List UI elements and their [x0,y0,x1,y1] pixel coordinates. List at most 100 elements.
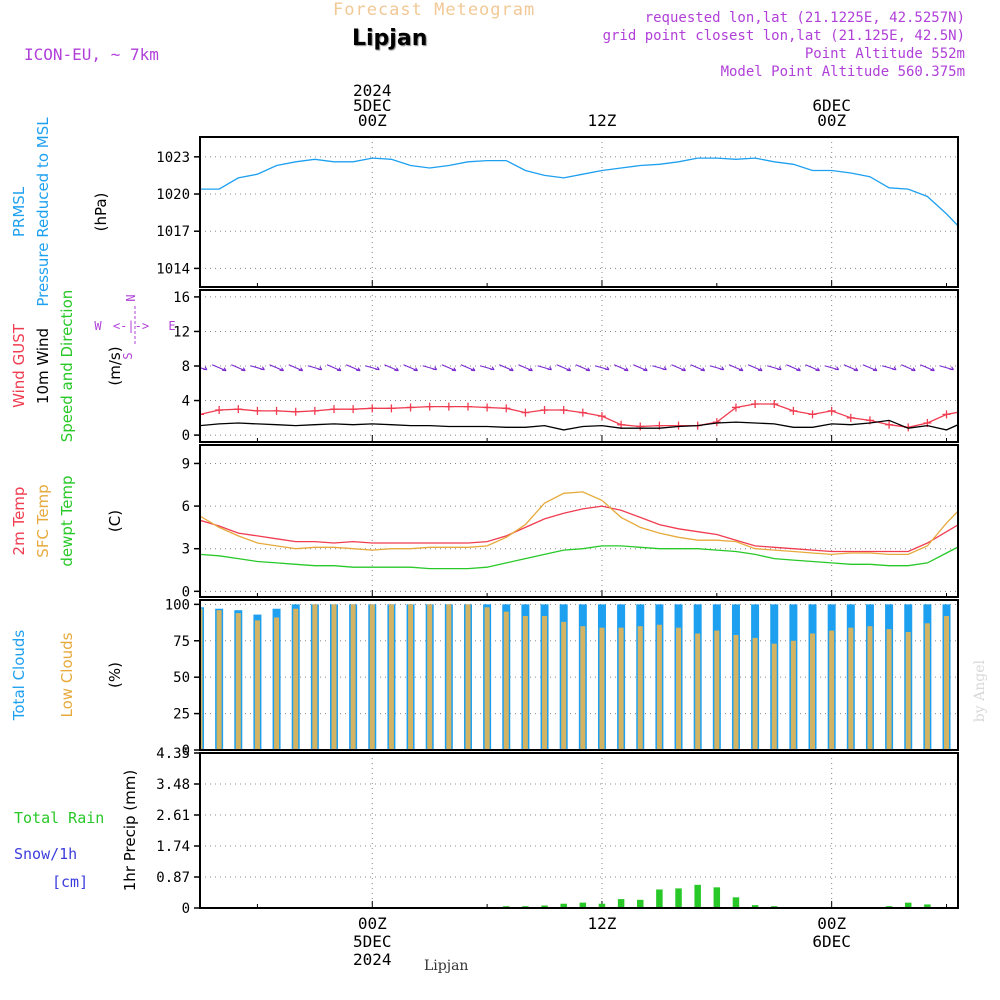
panel-label-wind-0: Wind GUST [10,323,28,408]
panel-label-pressure-1: Pressure Reduced to MSL [34,117,52,307]
gust-marker [463,402,472,411]
panel-frame [199,136,959,288]
bar-clouds-low [503,611,509,750]
bar-clouds-low [790,640,796,750]
y-tick-label: 3.48 [156,777,190,793]
bar-clouds-low [561,621,567,750]
gust-marker [981,411,989,419]
bar-clouds-low [867,626,873,750]
gust-marker [158,415,166,423]
series-group [200,157,958,227]
gust-marker [368,404,377,413]
y-tick-label: 1.74 [156,839,190,855]
series-group [200,491,958,570]
requested-coordinates: requested lon,lat (21.1225E, 42.5257N) [644,10,965,26]
wind-direction-arrow [633,364,648,372]
wind-direction-arrow [537,365,553,371]
model-name: ICON-EU, ~ 7km [24,45,159,64]
wind-direction-arrow [403,364,419,372]
model-point-altitude: Model Point Altitude 560.375m [720,64,965,80]
top-time-axis: 20245DEC00Z12Z6DEC00Z12Z7DEC00Z12Z [353,81,851,130]
bar-clouds-low [886,629,892,750]
gust-marker [291,407,300,416]
gust-marker [597,412,606,421]
compass-e: E [168,319,175,333]
bar-clouds-low [254,620,260,750]
compass-n: N [124,294,138,301]
panel-frame [199,289,959,443]
gust-marker [712,418,721,427]
wind-direction-arrow [518,364,533,372]
y-tick-label: 4 [182,394,190,410]
wind-direction-arrow [499,364,514,372]
bottom-tick-label: 2024 [353,950,392,969]
gust-marker [329,405,338,414]
bar-precip-total [541,905,548,908]
y-tick-label: 0 [182,584,190,600]
bottom-tick-label: 6DEC [812,932,851,951]
gust-marker [272,406,281,415]
bar-precip-total [675,888,682,908]
bar-clouds-low [542,616,548,750]
y-tick-label: 9 [182,456,190,472]
gust-marker [502,404,511,413]
gust-marker [387,404,396,413]
bar-clouds-low [216,610,222,750]
panel-pressure: 1014 1017 1020 1023 PRMSL Pressure Reduced to… [10,117,959,307]
top-tick-label: 5DEC [353,96,392,115]
wind-direction-arrow [594,365,610,371]
gust-marker [827,406,836,415]
panel-label-clouds-0: Total Clouds [10,630,28,722]
bar-clouds-low [235,613,241,750]
gust-marker [789,406,798,415]
y-tick-label: 6 [182,499,190,515]
y-tick-label: 4.35 [156,746,190,762]
y-tick-label: 75 [173,634,190,650]
series-group [503,884,931,908]
panel-label-clouds-1: Low Clouds [58,632,76,717]
precip-y-axis-label: 1hr Precip (mm) [121,770,139,891]
y-tick-label: 8 [182,359,190,375]
panel-clouds: 0 25 50 75 100 Total Clouds Low Clouds (%) [10,597,987,759]
bar-clouds-low [810,633,816,750]
bottom-tick-label: 00Z [817,914,846,933]
bar-precip-total [579,902,587,908]
wind-direction-arrow [728,364,744,372]
bar-clouds-low [676,627,682,750]
panel-label-temperature-0: 2m Temp [10,487,28,556]
panel-frame [199,599,959,751]
series-group [158,364,989,432]
compass-legend: <-|-> N S W E [94,294,175,359]
precip-legend-unit: [cm] [52,873,88,891]
bar-clouds-low [388,604,394,750]
gust-marker [674,421,683,430]
wind-direction-arrow [556,364,572,372]
y-tick-label: 2.61 [156,808,190,824]
bar-clouds-low [905,632,911,750]
top-tick-label: 6DEC [812,96,851,115]
gust-marker [177,416,185,424]
panel-label-temperature-3: (C) [106,510,124,532]
bar-precip-total [694,884,701,908]
panel-label-group: Total Clouds Low Clouds (%) [10,630,124,722]
wind-direction-arrow [211,364,227,372]
panel-frame [199,752,959,909]
gust-marker [349,405,358,414]
bar-clouds-low [714,630,720,750]
bottom-tick-label: 00Z [358,914,387,933]
wind-direction-arrow [422,365,438,371]
bar-clouds-low [982,626,987,750]
gust-marker [310,406,319,415]
panel-label-group: PRMSL Pressure Reduced to MSL (hPa) [10,117,110,307]
bar-clouds-low [637,626,643,750]
bar-clouds-low [484,607,490,750]
bar-precip-total [560,903,567,908]
gust-marker [253,406,262,415]
y-tick-label: 3 [182,542,190,558]
wind-direction-arrow [288,364,304,372]
bar-clouds-total [158,609,166,750]
gust-marker [751,400,760,408]
bar-clouds-low [200,608,203,750]
wind-direction-arrow [479,365,495,371]
bar-precip-total [598,903,606,908]
